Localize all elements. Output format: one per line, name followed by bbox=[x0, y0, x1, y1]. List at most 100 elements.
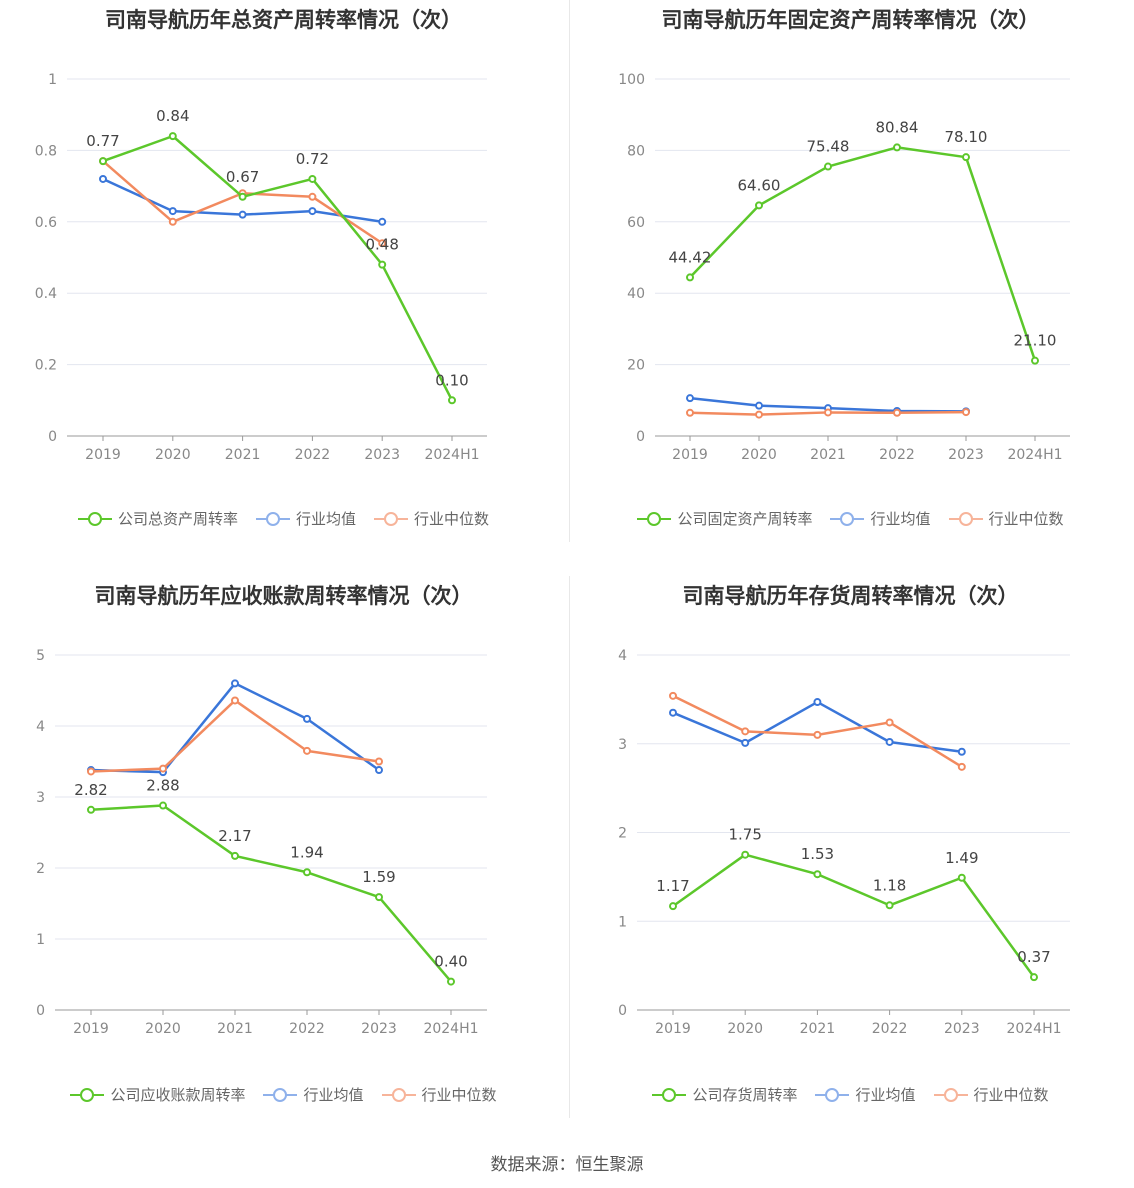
y-tick-label: 2 bbox=[36, 861, 45, 877]
legend-item-company[interactable]: 公司固定资产周转率 bbox=[637, 508, 812, 529]
legend-avg-icon bbox=[830, 511, 865, 527]
x-tick-label: 2021 bbox=[225, 447, 261, 463]
legend-company-icon bbox=[70, 1087, 105, 1103]
data-point bbox=[741, 738, 750, 747]
data-point bbox=[962, 153, 970, 162]
series-line bbox=[689, 146, 1037, 362]
data-label: 1.94 bbox=[290, 843, 323, 861]
data-point bbox=[168, 217, 177, 226]
y-tick-label: 0 bbox=[618, 1003, 627, 1019]
series-line bbox=[672, 853, 1036, 978]
data-point bbox=[957, 747, 966, 756]
legend-label: 公司应收账款周转率 bbox=[110, 1086, 246, 1104]
y-tick-label: 0 bbox=[48, 429, 57, 445]
data-point bbox=[885, 901, 894, 910]
data-label: 78.10 bbox=[945, 128, 988, 146]
data-point bbox=[885, 737, 894, 746]
data-point bbox=[893, 408, 901, 417]
data-label: 0.72 bbox=[296, 150, 329, 168]
data-point bbox=[686, 394, 694, 403]
x-tick-label: 2023 bbox=[364, 447, 400, 463]
series-line bbox=[90, 699, 380, 773]
legend-item-median[interactable]: 行业中位数 bbox=[948, 508, 1064, 529]
legend-label: 行业均值 bbox=[870, 510, 931, 528]
chart-title: 司南导航历年应收账款周转率情况（次） bbox=[94, 584, 473, 608]
x-tick-label: 2021 bbox=[800, 1021, 836, 1037]
y-tick-label: 100 bbox=[618, 72, 645, 88]
legend-item-avg[interactable]: 行业均值 bbox=[255, 508, 356, 529]
chart-title: 司南导航历年存货周转率情况（次） bbox=[682, 584, 1019, 608]
chart-title: 司南导航历年总资产周转率情况（次） bbox=[105, 8, 462, 32]
data-label: 0.37 bbox=[1017, 948, 1050, 966]
data-label: 2.17 bbox=[218, 827, 251, 845]
legend-item-median[interactable]: 行业中位数 bbox=[374, 508, 489, 529]
data-label: 44.42 bbox=[669, 248, 712, 266]
data-point bbox=[231, 696, 239, 705]
legend-item-median[interactable]: 行业中位数 bbox=[933, 1084, 1049, 1105]
y-tick-label: 0.2 bbox=[35, 358, 57, 374]
y-tick-label: 80 bbox=[627, 143, 645, 159]
x-tick-label: 2023 bbox=[944, 1021, 980, 1037]
legend-label: 行业均值 bbox=[303, 1086, 364, 1104]
data-point bbox=[308, 207, 317, 216]
legend-item-company[interactable]: 公司总资产周转率 bbox=[77, 508, 238, 529]
data-label: 0.40 bbox=[434, 953, 467, 971]
chart-svg: 0 1 2 3 4 2019 2020 2021 2022 2023 2024H1 1.17 1.75 1… bbox=[618, 648, 1070, 1037]
x-tick-label: 2022 bbox=[295, 447, 331, 463]
x-tick-label: 2024H1 bbox=[423, 1021, 478, 1037]
y-tick-label: 1 bbox=[618, 914, 627, 930]
legend-item-median[interactable]: 行业中位数 bbox=[381, 1084, 497, 1105]
legend-label: 行业中位数 bbox=[988, 510, 1064, 528]
legend-median-icon bbox=[948, 511, 983, 527]
x-tick-label: 2023 bbox=[361, 1021, 397, 1037]
data-label: 0.10 bbox=[435, 371, 468, 389]
data-point bbox=[824, 408, 832, 417]
y-tick-label: 40 bbox=[627, 286, 645, 302]
chart-panel-receivables-turnover: 司南导航历年应收账款周转率情况（次） 0 1 2 3 4 5 2019 2020 2021 202… bbox=[0, 576, 567, 1146]
data-point bbox=[686, 408, 694, 417]
data-label: 1.59 bbox=[362, 868, 395, 886]
data-point bbox=[303, 868, 311, 877]
data-point bbox=[87, 767, 95, 776]
panel-divider-top bbox=[569, 0, 570, 542]
chart-title: 司南导航历年固定资产周转率情况（次） bbox=[661, 8, 1040, 32]
legend-item-company[interactable]: 公司存货周转率 bbox=[652, 1084, 797, 1105]
data-label: 64.60 bbox=[738, 176, 781, 194]
data-label: 0.67 bbox=[226, 168, 259, 186]
chart-svg: 0 0.2 0.4 0.6 0.8 1 2019 2020 2021 2022 2023 2024H1… bbox=[35, 72, 487, 463]
legend: 公司总资产周转率 行业均值 行业中位数 bbox=[0, 508, 567, 529]
legend-company-icon bbox=[637, 511, 672, 527]
data-point bbox=[741, 727, 750, 736]
data-point bbox=[375, 757, 383, 766]
data-point bbox=[159, 764, 167, 773]
legend-item-avg[interactable]: 行业均值 bbox=[830, 508, 931, 529]
x-tick-label: 2022 bbox=[879, 447, 915, 463]
data-point bbox=[168, 207, 177, 216]
data-label: 0.77 bbox=[86, 132, 119, 150]
legend-label: 公司固定资产周转率 bbox=[677, 510, 813, 528]
data-point bbox=[813, 730, 822, 739]
y-tick-label: 1 bbox=[48, 72, 57, 88]
data-point bbox=[962, 408, 970, 417]
data-point bbox=[447, 977, 455, 986]
x-tick-label: 2024H1 bbox=[1006, 1021, 1061, 1037]
legend-item-avg[interactable]: 行业均值 bbox=[815, 1084, 916, 1105]
legend-company-icon bbox=[652, 1087, 687, 1103]
data-label: 0.48 bbox=[365, 236, 398, 254]
data-label: 80.84 bbox=[876, 118, 919, 136]
data-point bbox=[303, 746, 311, 755]
legend-median-icon bbox=[933, 1087, 968, 1103]
chart-svg: 0 20 40 60 80 100 2019 2020 2021 2022 2023 2024H1 44… bbox=[618, 72, 1070, 463]
legend-company-icon bbox=[77, 511, 112, 527]
data-point bbox=[303, 714, 311, 723]
data-point bbox=[308, 192, 317, 201]
y-tick-label: 5 bbox=[36, 648, 45, 664]
x-tick-label: 2024H1 bbox=[1007, 447, 1062, 463]
data-point bbox=[957, 762, 966, 771]
data-point bbox=[378, 260, 387, 269]
data-point bbox=[87, 805, 95, 814]
data-point bbox=[448, 396, 456, 405]
legend-item-avg[interactable]: 行业均值 bbox=[263, 1084, 364, 1105]
legend-item-company[interactable]: 公司应收账款周转率 bbox=[70, 1084, 245, 1105]
data-point bbox=[957, 873, 966, 882]
